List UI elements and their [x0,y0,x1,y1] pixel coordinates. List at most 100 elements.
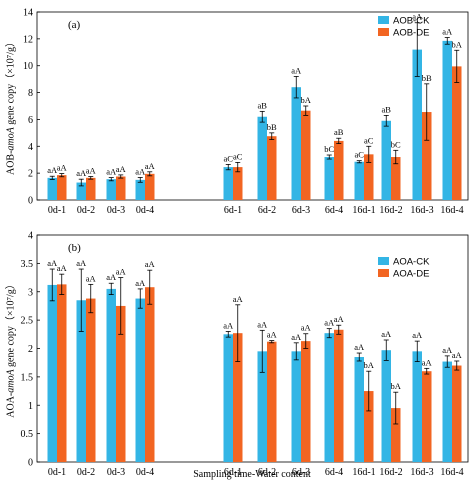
bar-de [145,173,155,200]
significance-label: aA [145,259,156,269]
bar-ck [223,334,233,462]
significance-label: aA [291,332,302,342]
y-tick-label: 1 [28,401,33,412]
x-tick-label: 16d-2 [379,205,402,216]
y-tick-label: 12 [23,34,33,45]
y-tick-label: 1.5 [21,372,34,383]
bar-de [301,341,311,462]
x-tick-label: 0d-2 [77,467,95,478]
x-tick-label: 16d-4 [440,205,463,216]
significance-label: aC [233,151,243,161]
significance-label: aA [116,164,127,174]
legend-label: AOA-DE [393,269,429,280]
x-tick-label: 16d-3 [410,205,433,216]
bar-ck [76,300,86,462]
significance-label: aA [412,330,423,340]
bar-de [267,136,277,200]
significance-label: aA [76,258,87,268]
bar-ck [324,157,334,200]
x-tick-label: 6d-2 [258,467,276,478]
significance-label: aA [324,318,335,328]
significance-label: bB [422,73,432,83]
significance-label: aA [106,272,117,282]
y-tick-label: 4 [28,231,33,242]
significance-label: aA [86,166,97,176]
significance-label: aA [422,357,433,367]
bar-de [301,110,311,200]
bar-de [452,365,462,462]
y-tick-label: 2.5 [21,316,34,327]
x-tick-label: 6d-4 [325,205,343,216]
significance-label: bC [391,139,401,149]
y-tick-label: 2 [28,344,33,355]
significance-label: aA [334,314,345,324]
bar-ck [442,40,452,200]
panel-label: (b) [68,242,81,254]
x-tick-label: 0d-2 [77,205,95,216]
significance-label: bA [301,95,312,105]
x-tick-label: 16d-3 [410,467,433,478]
significance-label: aB [258,100,268,110]
significance-label: aA [301,323,312,333]
significance-label: aA [267,330,278,340]
significance-label: bA [452,39,463,49]
bar-de [116,176,126,200]
significance-label: aA [257,319,268,329]
significance-label: aA [57,163,68,173]
bar-ck [354,357,364,462]
y-axis-label-part: AOA- [6,393,17,418]
y-tick-label: 8 [28,88,33,99]
y-axis-label-part: gene copy（×10⁷/g） [5,279,17,369]
significance-label: aA [47,165,58,175]
x-tick-label: 16d-2 [379,467,402,478]
x-axis-label: Sampling time-Water content [193,469,311,480]
bar-de [267,341,277,462]
bar-de [86,177,96,200]
x-tick-label: 6d-4 [325,467,343,478]
y-axis-label-part: gene copy（×10⁷/g） [5,37,17,127]
legend-swatch-ck [378,16,389,24]
y-axis-label-part: AOB- [6,151,17,175]
significance-label: aA [412,12,423,22]
y-tick-label: 14 [23,8,33,19]
bar-ck [257,351,267,462]
significance-label: aA [47,258,58,268]
bar-ck [412,49,422,200]
significance-label: aA [86,273,97,283]
bar-ck [291,87,301,200]
bar-de [145,287,155,462]
y-tick-label: 0.5 [21,429,34,440]
bar-ck [442,361,452,462]
significance-label: bA [364,360,375,370]
plot-frame [36,11,469,201]
x-tick-label: 0d-3 [107,205,125,216]
bar-ck [135,298,145,462]
significance-label: aA [442,27,453,37]
legend-label: AOB-DE [393,28,429,39]
bar-de [233,167,243,200]
significance-label: aA [291,65,302,75]
bar-ck [291,351,301,462]
x-tick-label: 0d-1 [48,205,66,216]
bar-de [57,284,67,462]
bar-ck [354,161,364,200]
bar-ck [257,116,267,200]
panel-b: 0 0.5 1 1.5 2 2.5 3 3.5 4 (b) AOA-amoA gene copy（×… [5,231,469,478]
x-tick-label: 16d-1 [352,205,375,216]
y-tick-label: 3.5 [21,259,34,270]
bar-ck [412,351,422,462]
significance-label: bC [324,144,334,154]
significance-label: aC [224,153,234,163]
y-tick-label: 4 [28,142,33,153]
bar-de [422,371,432,462]
y-tick-label: 10 [23,61,33,72]
significance-label: bB [267,122,277,132]
legend-swatch-de [378,28,389,36]
significance-label: aB [334,127,344,137]
x-tick-label: 6d-1 [224,205,242,216]
bar-de [334,140,344,200]
bar-de [391,157,401,200]
legend-swatch-de [378,269,389,277]
bar-de [334,329,344,462]
